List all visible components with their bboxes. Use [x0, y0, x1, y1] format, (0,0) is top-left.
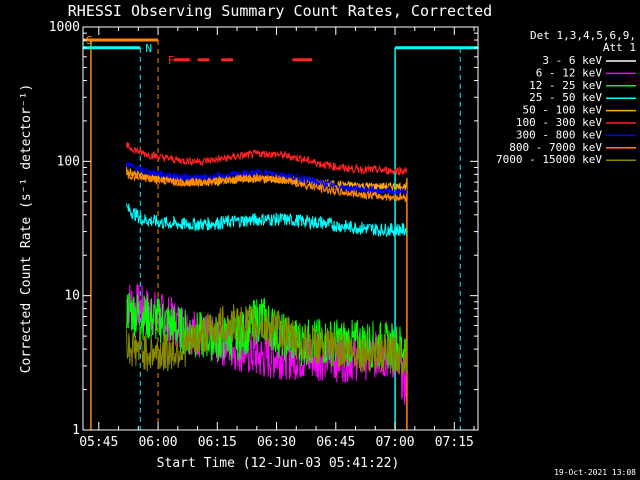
- legend-label: 800 - 7000 keV: [509, 141, 602, 154]
- y-tick-label: 1: [72, 423, 80, 438]
- series-lines: [126, 142, 408, 405]
- legend-label: 12 - 25 keV: [529, 79, 602, 92]
- series-line-2: [126, 293, 408, 373]
- annotation-s: S: [86, 34, 93, 47]
- y-tick-label: 1000: [49, 20, 80, 35]
- legend-label: 3 - 6 keV: [542, 54, 602, 67]
- x-tick-label: 06:15: [198, 435, 237, 450]
- annotation-n: N: [145, 42, 152, 55]
- legend-label: 25 - 50 keV: [529, 91, 602, 104]
- series-line-3: [126, 203, 408, 238]
- series-line-8: [126, 304, 408, 376]
- annotation-f: F: [168, 54, 175, 67]
- series-line-5: [126, 142, 408, 176]
- observing-overlays: S N F: [83, 34, 478, 430]
- x-tick-label: 05:45: [79, 435, 118, 450]
- x-tick-label: 06:30: [257, 435, 296, 450]
- x-tick-label: 07:00: [375, 435, 414, 450]
- chart-title: RHESSI Observing Summary Count Rates, Co…: [68, 2, 492, 20]
- legend-label: 6 - 12 keV: [536, 66, 603, 79]
- legend-label: 100 - 300 keV: [516, 116, 602, 129]
- y-tick-label: 100: [57, 154, 80, 169]
- legend-label: 50 - 100 keV: [523, 104, 603, 117]
- footer-timestamp: 19-Oct-2021 13:08: [554, 468, 636, 477]
- x-tick-label: 07:15: [435, 435, 474, 450]
- axis-ticks: 1 10 100 1000 05:45 06:00 06:15 06:30 06:45 07:00…: [49, 20, 478, 450]
- y-axis-label: Corrected Count Rate (s⁻¹ detector⁻¹): [19, 84, 34, 374]
- legend-label: 7000 - 15000 keV: [496, 153, 602, 166]
- y-tick-label: 10: [64, 289, 80, 304]
- x-tick-label: 06:00: [138, 435, 177, 450]
- series-line-6: [126, 161, 408, 197]
- series-line-7: [126, 170, 408, 203]
- legend-header: Att 1: [603, 41, 636, 54]
- legend-label: 300 - 800 keV: [516, 128, 602, 141]
- x-axis-label: Start Time (12-Jun-03 05:41:22): [157, 456, 400, 471]
- plot-frame: [82, 26, 479, 431]
- x-tick-label: 06:45: [316, 435, 355, 450]
- legend-header: Det 1,3,4,5,6,9,: [530, 29, 636, 42]
